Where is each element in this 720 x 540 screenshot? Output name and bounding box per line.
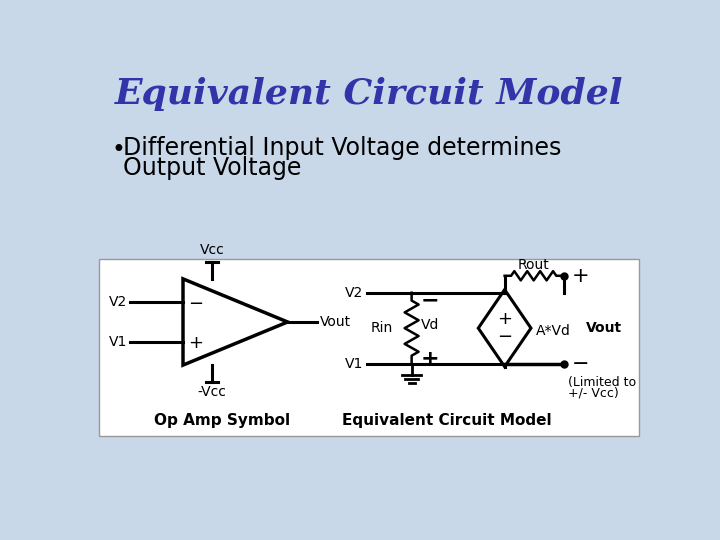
Text: V2: V2 [346,286,364,300]
Text: +: + [497,310,512,328]
Text: V1: V1 [345,356,364,370]
Text: Vcc: Vcc [200,244,225,257]
Text: V2: V2 [109,295,127,309]
Text: Rin: Rin [371,321,393,335]
Text: -Vcc: -Vcc [198,385,227,399]
Text: −: − [497,328,512,346]
Text: Output Voltage: Output Voltage [122,156,301,180]
Text: Rout: Rout [518,258,549,272]
Text: −: − [421,291,439,310]
Text: +: + [421,349,439,369]
Text: Op Amp Symbol: Op Amp Symbol [153,413,290,428]
Text: •: • [112,138,125,162]
Text: V1: V1 [109,335,127,349]
Text: +/- Vcc): +/- Vcc) [568,387,619,400]
Text: −: − [572,354,590,374]
FancyBboxPatch shape [99,259,639,436]
Text: A*Vd: A*Vd [536,324,570,338]
Text: Vout: Vout [586,321,622,335]
Text: Equivalent Circuit Model: Equivalent Circuit Model [114,77,624,111]
Text: Equivalent Circuit Model: Equivalent Circuit Model [342,413,552,428]
Text: −: − [189,295,204,313]
Text: Vd: Vd [421,318,439,332]
Text: Vout: Vout [320,315,351,329]
Text: +: + [189,334,204,353]
Text: Differential Input Voltage determines: Differential Input Voltage determines [122,137,561,160]
Text: (Limited to: (Limited to [568,376,636,389]
Text: +: + [572,266,590,286]
